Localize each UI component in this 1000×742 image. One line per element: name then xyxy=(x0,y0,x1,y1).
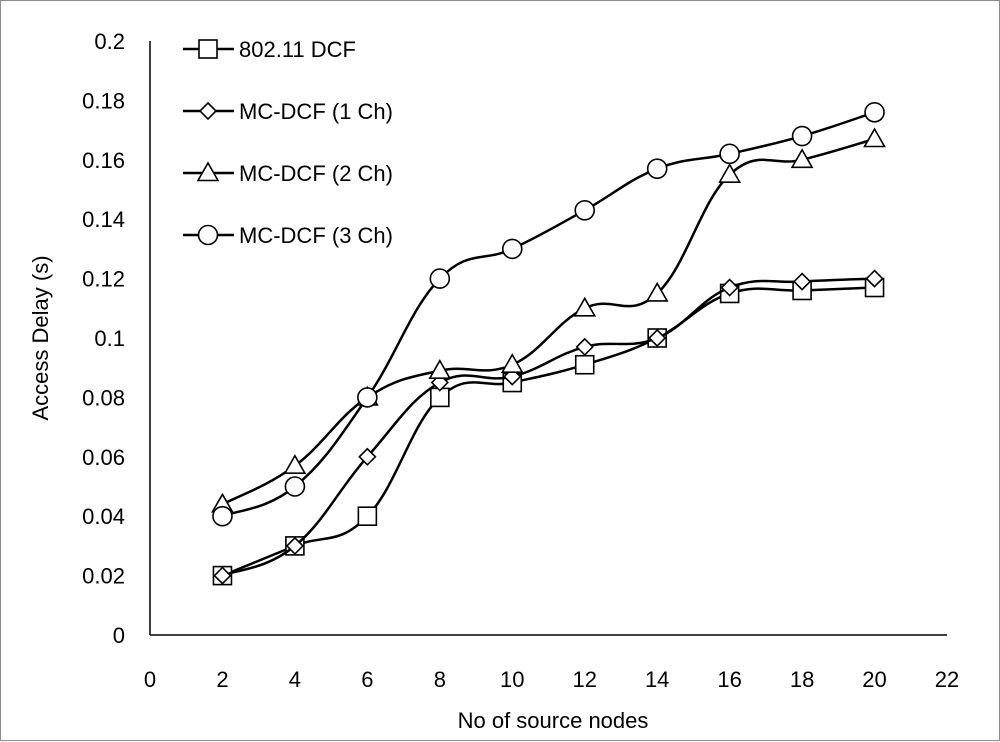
x-tick-label: 2 xyxy=(216,667,228,692)
y-tick-label: 0.16 xyxy=(82,148,125,173)
data-point-circle xyxy=(864,101,885,123)
data-point-diamond xyxy=(213,566,232,585)
data-point-triangle xyxy=(283,454,307,475)
y-tick-label: 0.06 xyxy=(82,445,125,470)
x-tick-label: 4 xyxy=(289,667,301,692)
legend-label: MC-DCF (2 Ch) xyxy=(239,161,393,186)
legend-marker-diamond xyxy=(198,101,218,121)
series-line xyxy=(221,286,875,577)
legend-marker-square xyxy=(198,39,218,59)
x-tick-labels: 0 2 4 6 8 10 12 14 16 18 20 22 xyxy=(144,667,959,692)
data-point-circle xyxy=(284,476,306,497)
legend-label: MC-DCF (1 Ch) xyxy=(239,99,393,124)
data-point-diamond xyxy=(792,272,812,291)
data-point-triangle xyxy=(718,163,742,183)
series-line xyxy=(221,277,875,577)
data-point-triangle xyxy=(428,359,452,379)
data-point-circle xyxy=(357,387,378,408)
data-point-triangle xyxy=(500,353,524,374)
data-point-diamond xyxy=(865,269,884,288)
x-tick-label: 12 xyxy=(572,667,596,692)
series-line xyxy=(221,137,875,506)
series-group xyxy=(211,101,886,586)
series-circle xyxy=(212,101,885,527)
series-triangle xyxy=(211,127,886,513)
data-point-diamond xyxy=(720,278,739,297)
y-tick-label: 0 xyxy=(113,623,125,648)
legend-label: 802.11 DCF xyxy=(239,37,356,62)
data-point-triangle xyxy=(790,148,814,169)
x-tick-label: 16 xyxy=(717,667,741,692)
data-point-diamond xyxy=(358,447,377,466)
x-tick-label: 6 xyxy=(361,667,373,692)
x-tick-label: 10 xyxy=(500,667,524,692)
data-point-circle xyxy=(429,268,451,289)
x-tick-label: 8 xyxy=(434,667,446,692)
data-point-triangle xyxy=(863,127,886,148)
data-point-circle xyxy=(646,158,668,180)
data-point-square xyxy=(357,506,378,527)
data-point-triangle xyxy=(645,281,669,302)
legend-item: MC-DCF (3 Ch) xyxy=(183,223,393,248)
legend-marker-triangle xyxy=(196,161,220,182)
series-diamond xyxy=(213,269,884,585)
legend-marker-circle xyxy=(197,224,219,246)
y-tick-label: 0.12 xyxy=(82,267,125,292)
data-point-diamond xyxy=(575,337,594,357)
data-point-circle xyxy=(574,199,596,221)
series-square xyxy=(212,277,885,586)
x-tick-label: 22 xyxy=(935,667,959,692)
data-point-circle xyxy=(501,238,523,260)
data-point-circle xyxy=(719,143,740,165)
data-point-diamond xyxy=(648,328,667,348)
legend-label: MC-DCF (3 Ch) xyxy=(239,223,393,248)
data-point-circle xyxy=(791,125,813,147)
y-tick-label: 0.2 xyxy=(94,29,125,54)
data-point-triangle xyxy=(573,296,597,317)
y-tick-label: 0.08 xyxy=(82,385,125,410)
legend: 802.11 DCF MC-DCF (1 Ch) MC-DCF (2 Ch) MC-D… xyxy=(183,37,393,248)
data-point-circle xyxy=(212,505,233,527)
legend-item: MC-DCF (1 Ch) xyxy=(183,99,393,124)
y-tick-label: 0.14 xyxy=(82,207,125,232)
x-axis-title: No of source nodes xyxy=(458,708,649,733)
y-tick-label: 0.02 xyxy=(82,564,125,589)
legend-item: 802.11 DCF xyxy=(183,37,356,62)
y-axis-title: Access Delay (s) xyxy=(28,255,53,420)
x-tick-label: 20 xyxy=(862,667,886,692)
y-tick-label: 0.1 xyxy=(94,326,125,351)
x-tick-label: 0 xyxy=(144,667,156,692)
data-point-square xyxy=(574,354,595,375)
x-tick-label: 14 xyxy=(645,667,669,692)
x-tick-label: 18 xyxy=(790,667,814,692)
y-tick-label: 0.18 xyxy=(82,88,125,113)
y-tick-label: 0.04 xyxy=(82,504,125,529)
data-point-diamond xyxy=(285,536,305,556)
y-tick-labels: 0 0.02 0.04 0.06 0.08 0.1 0.12 0.14 0.16 0.18 0.2 xyxy=(82,29,125,648)
series-line xyxy=(221,111,875,518)
legend-item: MC-DCF (2 Ch) xyxy=(183,161,393,186)
